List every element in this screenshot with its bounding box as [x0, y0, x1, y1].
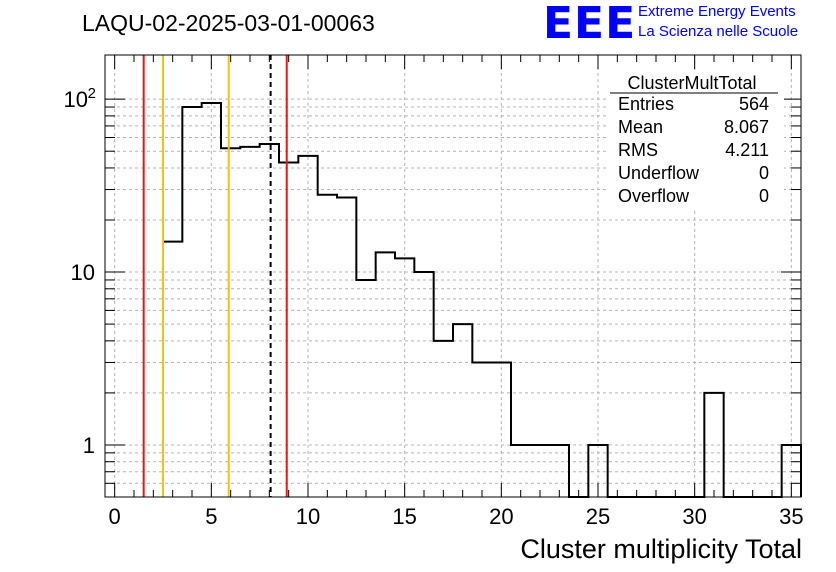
run-title: LAQU-02-2025-03-01-00063 [82, 10, 375, 36]
x-tick-label: 15 [392, 504, 416, 529]
eee-logo: EEE [543, 0, 637, 49]
stats-row-value: 8.067 [724, 117, 769, 137]
marker-lines [142, 55, 288, 497]
y-tick-label: 1 [83, 433, 95, 458]
stats-box-name: ClusterMultTotal [627, 73, 756, 93]
stats-row-label: Underflow [618, 163, 700, 183]
x-tick-label: 5 [205, 504, 217, 529]
stats-row-label: Overflow [618, 186, 690, 206]
stats-row-label: RMS [618, 140, 658, 160]
stats-row-value: 564 [739, 94, 769, 114]
x-tick-label: 0 [109, 504, 121, 529]
stats-row-value: 4.211 [725, 140, 769, 160]
x-tick-label: 10 [296, 504, 320, 529]
stats-row-label: Mean [618, 117, 663, 137]
x-tick-label: 35 [779, 504, 803, 529]
x-tick-label: 30 [682, 504, 706, 529]
stats-row-label: Entries [618, 94, 674, 114]
stats-row-value: 0 [759, 163, 769, 183]
eee-logo-line2: La Scienza nelle Scuole [638, 23, 799, 40]
x-tick-label: 20 [489, 504, 513, 529]
x-axis-label: Cluster multiplicity Total [520, 534, 802, 564]
y-tick-label-exponent: 2 [88, 85, 96, 102]
eee-logo-line1: Extreme Energy Events [638, 3, 796, 20]
y-tick-label: 10 [64, 87, 88, 112]
stats-row-value: 0 [759, 186, 769, 206]
y-tick-label: 10 [71, 260, 95, 285]
x-tick-label: 25 [586, 504, 610, 529]
plot-frame [104, 54, 802, 498]
